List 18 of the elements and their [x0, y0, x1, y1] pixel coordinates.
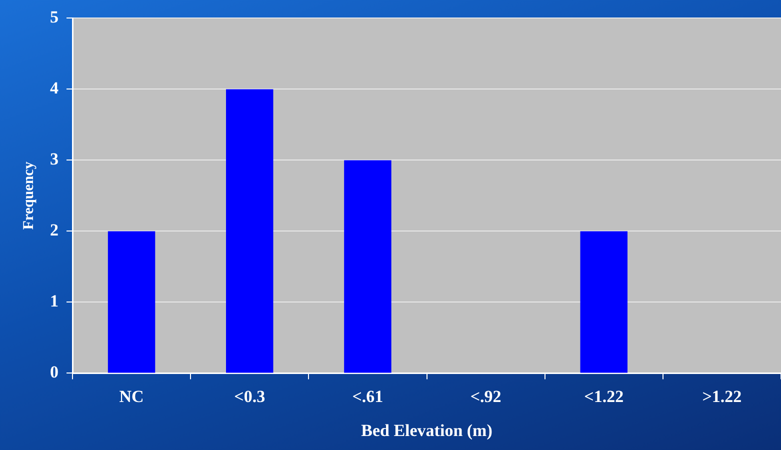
y-axis-title: Frequency — [20, 161, 37, 230]
y-tick-label: 0 — [50, 362, 58, 382]
y-tick-label: 2 — [50, 220, 58, 240]
bar — [108, 231, 156, 373]
x-tick-label: >1.22 — [702, 386, 742, 406]
bar — [226, 89, 274, 373]
x-tick-label: <0.3 — [234, 386, 266, 406]
x-tick-label: <.92 — [470, 386, 502, 406]
bar — [580, 231, 628, 373]
y-tick-label: 1 — [50, 292, 58, 311]
bar — [344, 160, 392, 373]
x-tick-label: NC — [119, 386, 144, 406]
y-tick-label: 4 — [50, 78, 59, 98]
y-tick-label: 3 — [50, 150, 58, 169]
y-tick-label: 5 — [50, 8, 58, 27]
x-axis-title: Bed Elevation (m) — [361, 421, 492, 440]
x-tick-label: <1.22 — [584, 386, 624, 406]
x-tick-label: <.61 — [352, 386, 384, 406]
